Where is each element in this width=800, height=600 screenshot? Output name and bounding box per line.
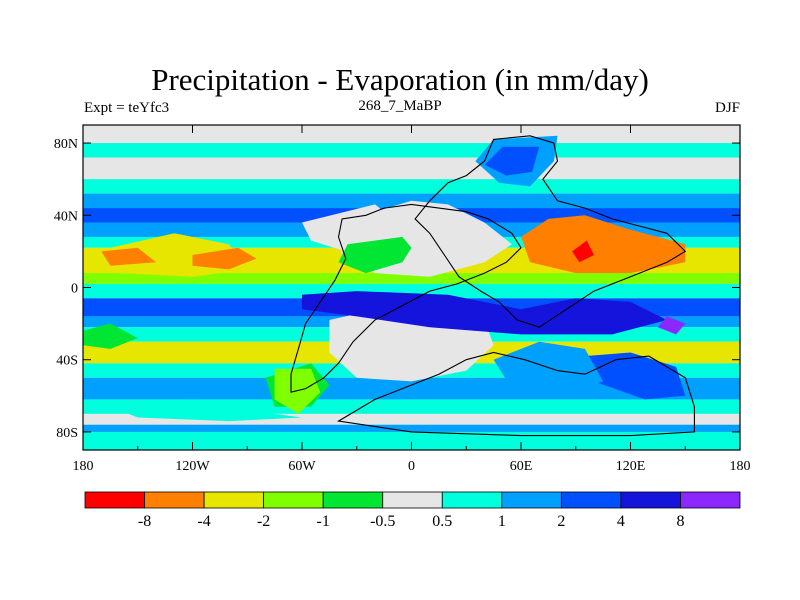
colorbar-label: 1 (498, 513, 506, 530)
zonal-band-3 (83, 179, 740, 194)
zonal-band-17 (83, 399, 740, 414)
colorbar-label: 4 (617, 513, 625, 530)
colorbar-swatch (501, 491, 562, 509)
chart-title: Precipitation - Evaporation (in mm/day) (151, 62, 649, 97)
region-11 (572, 240, 594, 263)
colorbar-swatch (560, 491, 622, 509)
region-8 (584, 352, 686, 400)
experiment-label: Expt = teYfc3 (84, 100, 170, 116)
region-5 (274, 368, 321, 414)
zonal-band-19 (83, 424, 740, 432)
region-18 (101, 399, 302, 422)
y-tick-label: 40S (56, 354, 78, 369)
epoch-label: 268_7_MaBP (358, 98, 442, 114)
colorbar-label: -1 (317, 513, 330, 530)
region-13 (101, 247, 156, 266)
coastline-continent-west (290, 203, 522, 393)
colorbar-label: -8 (138, 513, 151, 530)
region-16 (302, 291, 667, 335)
colorbar-label: 0.5 (432, 513, 452, 530)
zonal-band-18 (83, 413, 740, 425)
colorbar-swatch (203, 491, 265, 509)
colorbar-swatch (84, 491, 145, 509)
season-label: DJF (714, 100, 740, 116)
x-tick-label: 180 (730, 459, 751, 474)
region-9 (493, 341, 604, 396)
x-tick-label: 120W (175, 459, 210, 474)
zonal-band-9 (83, 273, 740, 284)
y-tick-label: 0 (71, 282, 78, 297)
colorbar-label: 2 (557, 513, 565, 530)
region-7 (484, 146, 540, 176)
colorbar-label: 8 (676, 513, 684, 530)
colorbar-swatch (620, 491, 681, 509)
x-tick-label: 60W (288, 459, 316, 474)
zonal-band-10 (83, 283, 740, 299)
y-tick-label: 40N (54, 209, 78, 224)
region-17 (657, 316, 686, 335)
region-3 (338, 236, 412, 274)
region-14 (192, 247, 257, 270)
colorbar-swatch (441, 491, 503, 509)
colorbar-label: -4 (197, 513, 210, 530)
colorbar-label: -2 (257, 513, 270, 530)
colorbar-swatch (680, 491, 741, 509)
coastline-continent-south (336, 351, 695, 437)
x-tick-label: 0 (408, 459, 415, 474)
coastline-continent-east (414, 135, 687, 328)
x-tick-label: 60E (510, 459, 533, 474)
colorbar-label: -0.5 (370, 513, 395, 530)
y-tick-label: 80S (56, 426, 78, 441)
y-tick-label: 80N (54, 137, 78, 152)
zonal-band-2 (83, 157, 740, 180)
region-15 (83, 323, 138, 349)
colorbar-swatch (382, 491, 443, 509)
zonal-band-20 (83, 431, 740, 450)
x-tick-label: 180 (73, 459, 94, 474)
colorbar-swatch (144, 491, 205, 509)
colorbar-swatch (263, 491, 324, 509)
zonal-band-1 (83, 143, 740, 158)
zonal-band-0 (83, 125, 740, 144)
region-10 (521, 215, 686, 274)
colorbar-swatch (322, 491, 384, 509)
x-tick-label: 120E (616, 459, 646, 474)
